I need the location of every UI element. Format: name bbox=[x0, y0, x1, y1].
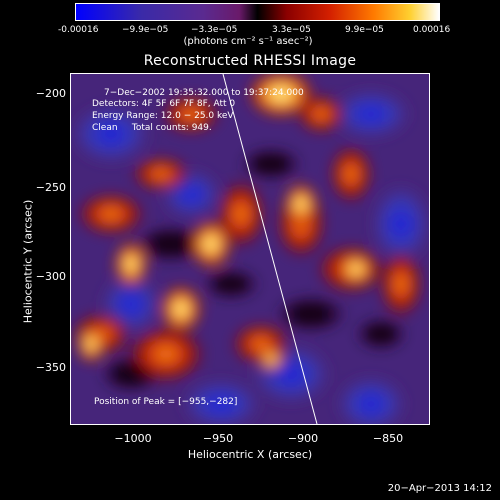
colorbar-tick: -0.00016 bbox=[58, 25, 99, 35]
y-tick-label: −200 bbox=[35, 87, 66, 100]
colorbar-tick: −9.9e−05 bbox=[122, 25, 169, 35]
clean-info: Clean Total counts: 949. bbox=[92, 123, 212, 133]
y-tick-label: −300 bbox=[35, 270, 66, 283]
colorbar-tick: −3.3e−05 bbox=[191, 25, 238, 35]
x-axis-label: Heliocentric X (arcsec) bbox=[187, 448, 313, 461]
solar-limb-line bbox=[222, 74, 318, 424]
detectors-info: Detectors: 4F 5F 6F 7F 8F, Att 0 bbox=[92, 99, 236, 109]
emission-map bbox=[71, 74, 429, 424]
colorbar bbox=[75, 3, 440, 21]
colorbar-tick: 3.3e−05 bbox=[272, 25, 311, 35]
footer-timestamp: 20−Apr−2013 14:12 bbox=[387, 483, 492, 494]
energy-range-info: Energy Range: 12.0 − 25.0 keV bbox=[92, 111, 234, 121]
x-tick-label: −1000 bbox=[114, 432, 152, 445]
y-axis-label: Heliocentric Y (arcsec) bbox=[21, 199, 35, 324]
rhessi-image[interactable] bbox=[70, 73, 430, 425]
colorbar-tick: 0.00016 bbox=[413, 25, 451, 35]
x-tick-label: −900 bbox=[287, 432, 319, 445]
colorbar-unit: (photons cm⁻² s⁻¹ asec⁻²) bbox=[183, 36, 313, 47]
x-tick-label: −850 bbox=[372, 432, 404, 445]
y-tick-label: −250 bbox=[35, 181, 66, 194]
colorbar-tick: 9.9e−05 bbox=[345, 25, 384, 35]
peak-position: Position of Peak = [−955,−282] bbox=[94, 397, 238, 407]
observation-time: 7−Dec−2002 19:35:32.000 to 19:37:24.000 bbox=[104, 88, 304, 98]
x-tick-label: −950 bbox=[202, 432, 234, 445]
page-title: Reconstructed RHESSI Image bbox=[143, 53, 357, 69]
y-tick-label: −350 bbox=[35, 361, 66, 374]
